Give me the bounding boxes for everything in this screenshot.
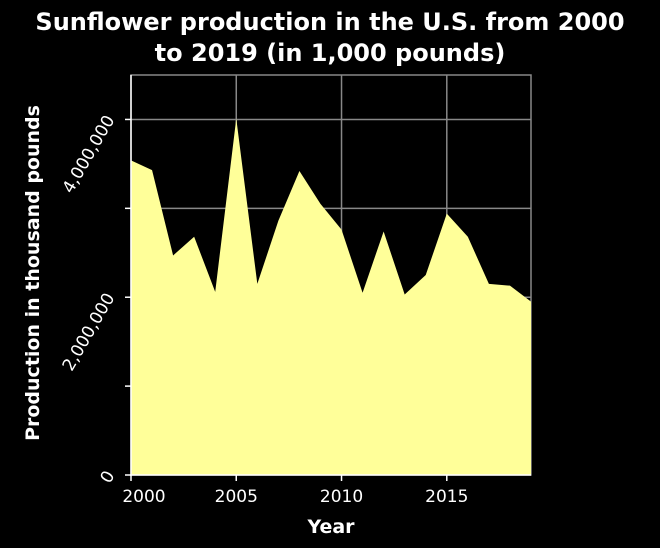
x-tick-labels: 2000 2005 2010 2015 [122, 487, 468, 507]
y-axis-label: Production in thousand pounds [22, 105, 44, 441]
x-tick-label-2015: 2015 [425, 487, 468, 507]
area-series [131, 118, 531, 476]
x-tick-label-2000: 2000 [122, 487, 165, 507]
x-axis-label: Year [306, 516, 355, 538]
chart-title-line-1: Sunflower production in the U.S. from 20… [35, 8, 624, 36]
x-tick-label-2010: 2010 [320, 487, 363, 507]
chart-title-line-2: to 2019 (in 1,000 pounds) [155, 39, 506, 67]
axes [125, 75, 531, 481]
x-tick-label-2005: 2005 [215, 487, 258, 507]
production-area [131, 118, 531, 476]
